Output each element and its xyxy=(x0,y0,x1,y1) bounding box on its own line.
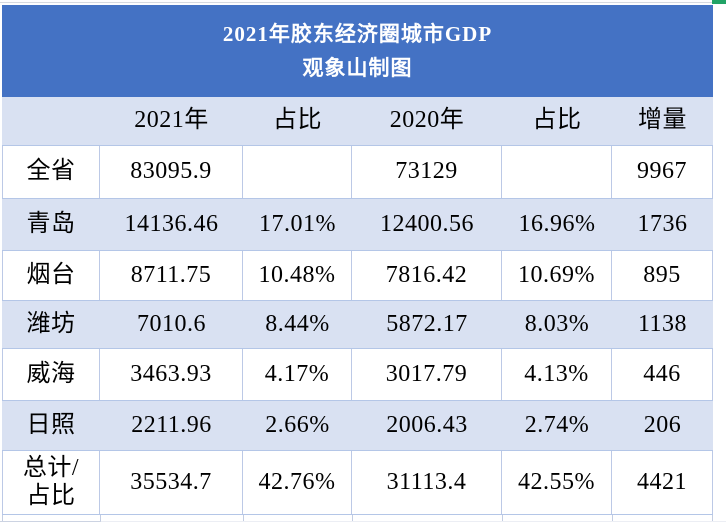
excel-gridline-strip-bottom xyxy=(0,515,726,523)
gdp-table: 2021年胶东经济圈城市GDP 观象山制图 2021年 占比 2020年 占比 … xyxy=(2,5,713,515)
cell-gdp-2021: 7010.6 xyxy=(137,310,206,337)
cell-share-2021: 4.17% xyxy=(243,349,352,400)
table-row-weifang: 潍坊 7010.6 8.44% 5872.17 8.03% 1138 xyxy=(2,300,713,348)
cell-share-2021: 17.01% xyxy=(259,210,336,237)
table-row-weihai: 威海 3463.93 4.17% 3017.79 4.13% 446 xyxy=(2,348,713,400)
table-subtitle-credit: 观象山制图 xyxy=(302,56,413,80)
cell-share-2021: 8.44% xyxy=(265,310,330,337)
cell-increase: 9967 xyxy=(612,146,713,198)
row-label: 烟台 xyxy=(2,251,100,300)
column-header-share-2020: 占比 xyxy=(532,107,582,134)
cell-increase: 1736 xyxy=(637,210,688,237)
table-row-rizhao: 日照 2211.96 2.66% 2006.43 2.74% 206 xyxy=(2,400,713,450)
cell-gdp-2020: 73129 xyxy=(352,146,502,198)
table-row-total: 总计/占比 35534.7 42.76% 31113.4 42.55% 4421 xyxy=(2,450,713,515)
gridline-stub xyxy=(243,515,244,522)
cell-share-2020: 2.74% xyxy=(524,411,590,438)
cell-increase: 206 xyxy=(643,411,682,438)
gridline-stub xyxy=(612,515,613,522)
row-label: 潍坊 xyxy=(26,310,76,337)
gridline-horizontal-faint xyxy=(101,521,726,522)
cell-share-2020: 4.13% xyxy=(502,349,612,400)
cell-gdp-2021: 83095.9 xyxy=(100,146,243,198)
column-header-blank xyxy=(2,97,100,145)
excel-gridline-strip-top xyxy=(0,0,726,5)
cell-gdp-2020: 12400.56 xyxy=(380,210,474,237)
table-title: 2021年胶东经济圈城市GDP xyxy=(222,22,493,46)
row-label: 全省 xyxy=(2,146,100,198)
cell-share-2021: 2.66% xyxy=(265,411,330,438)
excel-green-corner-mark xyxy=(712,0,726,4)
row-label: 威海 xyxy=(2,349,100,400)
cell-share-2020: 8.03% xyxy=(524,310,590,337)
table-row-yantai: 烟台 8711.75 10.48% 7816.42 10.69% 895 xyxy=(2,250,713,300)
cell-gdp-2021: 2211.96 xyxy=(131,411,212,438)
row-label: 日照 xyxy=(26,411,76,438)
cell-gdp-2021: 14136.46 xyxy=(124,210,219,237)
cell-gdp-2020: 7816.42 xyxy=(352,251,502,300)
column-header-share-2021: 占比 xyxy=(273,107,322,134)
row-label: 总计/占比 xyxy=(2,451,100,514)
cell-increase: 1138 xyxy=(637,310,688,337)
cell-gdp-2020: 31113.4 xyxy=(352,451,502,514)
header-row: 2021年 占比 2020年 占比 增量 xyxy=(2,97,713,145)
column-header-2021: 2021年 xyxy=(134,107,209,134)
cell-share-2021: 10.48% xyxy=(243,251,352,300)
gridline-horizontal xyxy=(0,2,726,3)
cell-share-2020: 16.96% xyxy=(518,210,596,237)
cell-gdp-2020: 3017.79 xyxy=(352,349,502,400)
cell-increase: 895 xyxy=(612,251,713,300)
cell-gdp-2021: 8711.75 xyxy=(100,251,243,300)
cell-gdp-2021: 35534.7 xyxy=(100,451,243,514)
table-row-province: 全省 83095.9 73129 9967 xyxy=(2,145,713,198)
cell-increase: 4421 xyxy=(612,451,713,514)
column-header-increase: 增量 xyxy=(638,107,687,134)
cell-gdp-2020: 2006.43 xyxy=(386,411,468,438)
cell-share-2020: 42.55% xyxy=(502,451,612,514)
gridline-horizontal xyxy=(0,521,101,522)
gridline-stub xyxy=(100,515,101,522)
cell-share-2020 xyxy=(502,146,612,198)
cell-share-2021 xyxy=(243,146,352,198)
table-title-block: 2021年胶东经济圈城市GDP 观象山制图 xyxy=(2,5,713,97)
gridline-stub xyxy=(712,515,713,522)
cell-share-2020: 10.69% xyxy=(502,251,612,300)
gridline-stub xyxy=(352,515,353,522)
gridline-stub xyxy=(502,515,503,522)
cell-share-2021: 42.76% xyxy=(243,451,352,514)
row-label: 青岛 xyxy=(26,210,76,237)
cell-gdp-2021: 3463.93 xyxy=(100,349,243,400)
column-header-2020: 2020年 xyxy=(389,107,465,134)
cell-gdp-2020: 5872.17 xyxy=(386,310,468,337)
gridline-stub xyxy=(2,515,3,522)
table-row-qingdao: 青岛 14136.46 17.01% 12400.56 16.96% 1736 xyxy=(2,198,713,250)
cell-increase: 446 xyxy=(612,349,713,400)
